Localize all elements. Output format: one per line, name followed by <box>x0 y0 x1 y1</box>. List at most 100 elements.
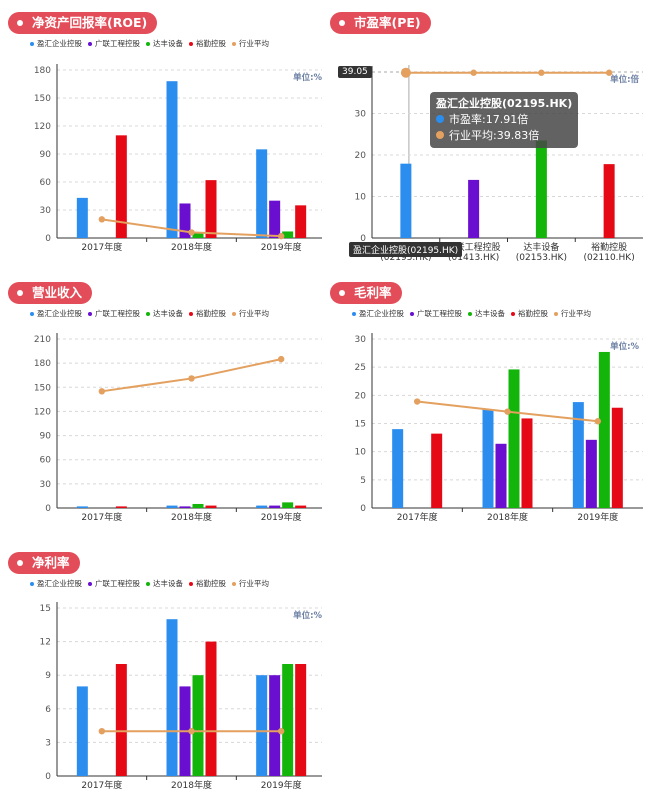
chart-pe[interactable]: 0102030单位:倍盈汇企业控股(02195.HK)广联工程控股(01413.… <box>322 50 645 265</box>
legend-label: 行业平均 <box>561 309 591 318</box>
bullet-icon <box>17 290 23 296</box>
y-tick-label: 0 <box>360 504 366 514</box>
legend-item[interactable]: 盈汇企业控股 <box>30 578 82 589</box>
average-point <box>277 232 285 240</box>
legend-dot-icon <box>146 312 150 316</box>
bar <box>400 163 412 238</box>
panel-title-gross-margin: 毛利率 <box>330 282 402 304</box>
legend-item[interactable]: 裕勤控股 <box>511 308 548 319</box>
average-point <box>413 398 421 405</box>
bar <box>192 675 204 776</box>
legend-label: 盈汇企业控股 <box>37 579 82 588</box>
bar <box>205 505 217 508</box>
y-tick-label: 12 <box>40 638 51 648</box>
y-tick-label: 60 <box>40 456 52 466</box>
y-tick-label: 3 <box>45 738 51 748</box>
average-point <box>98 388 106 395</box>
bar <box>295 505 307 508</box>
legend-item[interactable]: 裕勤控股 <box>189 308 226 319</box>
legend[interactable]: 盈汇企业控股 广联工程控股 达丰设备 裕勤控股 行业平均 <box>30 578 275 589</box>
legend-item[interactable]: 行业平均 <box>554 308 591 319</box>
legend-item[interactable]: 行业平均 <box>232 308 269 319</box>
legend-item[interactable]: 达丰设备 <box>146 578 183 589</box>
panel-title-roe: 净资产回报率(ROE) <box>8 12 158 34</box>
legend-item[interactable]: 裕勤控股 <box>189 38 226 49</box>
legend-label: 广联工程控股 <box>417 309 462 318</box>
legend-dot-icon <box>189 42 193 46</box>
legend-item[interactable]: 广联工程控股 <box>410 308 462 319</box>
bar <box>495 443 507 508</box>
legend-label: 达丰设备 <box>153 39 183 48</box>
chart-roe[interactable]: 0 30 60 90 120 150 180 单位:% 2017年度 2018年度 2019年度 <box>0 50 322 265</box>
y-tick-label: 0 <box>45 234 51 244</box>
tooltip-heading: 盈汇企业控股(02195.HK) <box>436 97 573 110</box>
panel-title-text: 营业收入 <box>32 285 83 300</box>
legend-dot-icon <box>232 582 236 586</box>
panel-title-pe: 市盈率(PE) <box>330 12 431 34</box>
average-point <box>605 69 613 76</box>
legend-label: 达丰设备 <box>475 309 505 318</box>
legend[interactable]: 盈汇企业控股 广联工程控股 达丰设备 裕勤控股 行业平均 <box>30 308 275 319</box>
legend-dot-icon <box>146 582 150 586</box>
y-tick-label: 120 <box>34 407 51 417</box>
chart-gross-margin[interactable]: 0 5 10 15 20 25 30 单位:% 2017年度 2018年度 2019年度 <box>322 320 645 535</box>
x-tick-label: 2017年度 <box>397 511 438 523</box>
average-point <box>188 728 195 735</box>
bar <box>166 505 178 508</box>
y-tick-label: 15 <box>355 420 366 430</box>
tooltip-line2: 行业平均:39.83倍 <box>449 129 540 142</box>
x-tick-label: 2019年度 <box>577 511 618 523</box>
average-point <box>400 67 411 78</box>
legend-item[interactable]: 达丰设备 <box>146 308 183 319</box>
y-tick-label: 150 <box>34 383 51 393</box>
bar <box>115 506 127 508</box>
x-tick-label: 2018年度 <box>487 511 528 523</box>
average-point <box>277 355 285 363</box>
legend[interactable]: 盈汇企业控股 广联工程控股 达丰设备 裕勤控股 行业平均 <box>352 308 597 319</box>
x-tick-label: 2018年度 <box>171 511 212 523</box>
bar <box>269 505 281 508</box>
bar <box>508 369 520 508</box>
y-tick-label: 25 <box>355 363 366 373</box>
legend-item[interactable]: 盈汇企业控股 <box>352 308 404 319</box>
legend-dot-icon <box>30 582 34 586</box>
legend-label: 行业平均 <box>239 309 269 318</box>
y-tick-label: 30 <box>40 206 52 216</box>
legend-dot-icon <box>30 42 34 46</box>
legend-dot-icon <box>352 312 356 316</box>
bar <box>585 439 597 508</box>
legend-item[interactable]: 盈汇企业控股 <box>30 308 82 319</box>
panel-title-text: 毛利率 <box>354 285 392 300</box>
legend-item[interactable]: 达丰设备 <box>468 308 505 319</box>
legend-item[interactable]: 达丰设备 <box>146 38 183 49</box>
legend[interactable]: 盈汇企业控股 广联工程控股 达丰设备 裕勤控股 行业平均 <box>30 38 275 49</box>
chart-revenue[interactable]: 0 30 60 90 120 150 180 210 2017年度 2018年度 2019年度 <box>0 320 322 535</box>
bar <box>521 418 533 508</box>
x-tick-label: 2017年度 <box>81 779 122 791</box>
legend-item[interactable]: 广联工程控股 <box>88 38 140 49</box>
panel-roe: 净资产回报率(ROE) 盈汇企业控股 广联工程控股 达丰设备 裕勤控股 行业平均 0 30… <box>0 0 322 270</box>
bar <box>179 506 191 508</box>
panel-title-revenue: 营业收入 <box>8 282 93 304</box>
unit-label: 单位:% <box>610 341 639 352</box>
legend-item[interactable]: 行业平均 <box>232 38 269 49</box>
tooltip-line-pe: 市盈率:17.91倍 <box>436 112 572 128</box>
legend-item[interactable]: 盈汇企业控股 <box>30 38 82 49</box>
y-tick-label: 120 <box>34 122 51 132</box>
x-tick-label: (01413.HK) <box>448 253 499 263</box>
average-point <box>277 728 285 735</box>
legend-item[interactable]: 广联工程控股 <box>88 578 140 589</box>
x-tick-label: 2017年度 <box>81 511 122 523</box>
axis-pointer-value: 39.05 <box>338 66 372 78</box>
x-tick-label: 2018年度 <box>171 241 212 253</box>
legend-label: 广联工程控股 <box>95 309 140 318</box>
chart-net-margin[interactable]: 0 3 6 9 12 15 单位:% 2017年度 2018年度 2019年度 <box>0 590 322 805</box>
panel-title-text: 净资产回报率(ROE) <box>32 15 148 30</box>
x-tick-label: 2019年度 <box>261 779 302 791</box>
legend-item[interactable]: 行业平均 <box>232 578 269 589</box>
legend-item[interactable]: 裕勤控股 <box>189 578 226 589</box>
legend-item[interactable]: 广联工程控股 <box>88 308 140 319</box>
bar <box>205 641 217 776</box>
bar <box>269 200 281 238</box>
bar <box>115 664 127 776</box>
